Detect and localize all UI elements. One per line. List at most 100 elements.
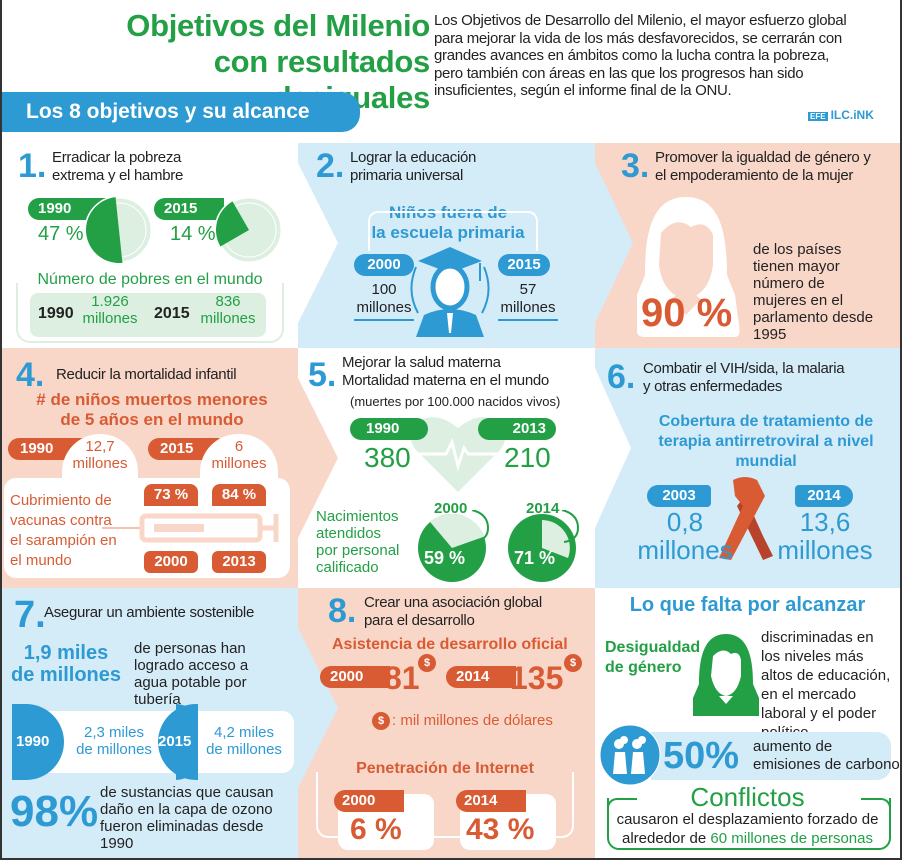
woman-icon [637, 197, 740, 337]
pct-value: 50% [663, 735, 740, 777]
graduate-icon [410, 247, 490, 337]
year-badge: 1990 [28, 198, 108, 220]
arrow-decoration [595, 163, 633, 323]
value: 2,3 miles de millones [76, 724, 152, 758]
goal-title: Crear una asociación global para el desar… [364, 594, 542, 629]
bracket [368, 211, 538, 251]
goal-title: Asegurar un ambiente sostenible [44, 604, 255, 621]
goal-title: Combatir el VIH/sida, la malaria y otras … [643, 360, 845, 395]
description: aumento de emisiones de carbono [753, 738, 900, 773]
value: 836 millones [200, 293, 256, 327]
efe-logo: EFE [808, 112, 828, 121]
value: 13,6 millones [777, 507, 873, 565]
description: de sustancias que causan daño en la capa… [100, 784, 274, 852]
pie-chart-icon [84, 195, 154, 265]
conflicts-title: Conflictos [690, 782, 805, 812]
value: 57 millones [498, 281, 558, 321]
goal-title: Reducir la mortalidad infantil [56, 366, 237, 383]
section-title: Asistencia de desarrollo oficial [332, 636, 568, 653]
pct-value: 98% [10, 787, 99, 836]
year-label: 2015 [158, 733, 192, 750]
legend-text: : mil millones de dólares [392, 712, 553, 729]
year-badge: 2014 [456, 790, 526, 812]
ribbon-icon [719, 477, 773, 560]
bracket [316, 772, 574, 838]
bracket-corner [861, 798, 891, 808]
year-label: 1990 [16, 733, 50, 750]
description: discriminadas en los niveles más altos d… [761, 629, 891, 741]
description: Nacimientos atendidos por personal calif… [316, 508, 400, 576]
gender-label: Desigualdad de género [605, 639, 701, 676]
goal-title: Mejorar la salud materna Mortalidad mater… [342, 354, 549, 389]
goal-number: 2. [316, 147, 345, 185]
big-value: 1,9 miles de millones [10, 642, 122, 686]
goal-title: Lograr la educación primaria universal [350, 149, 477, 184]
value: 1.926 millones [82, 293, 138, 327]
arrow-decoration [298, 378, 338, 538]
year-badge: 2014 [446, 666, 516, 688]
box-fill [30, 293, 266, 337]
woman-icon [693, 634, 759, 716]
goal-1-panel: 1. Erradicar la pobreza extrema y el hamb… [2, 143, 298, 348]
arrow-decoration [298, 163, 338, 323]
goal-number: 3. [621, 147, 650, 185]
year-badge: 2000 [144, 551, 198, 573]
pct-value: 6 % [350, 813, 402, 846]
description: causaron el desplazamiento forzado de al… [616, 811, 879, 847]
year-badge: 2000 [354, 254, 414, 276]
publisher-logo: EFE ILC.iNK [808, 108, 874, 122]
goal-number: 5. [308, 356, 337, 394]
value: 4,2 miles de millones [206, 724, 282, 758]
value: 100 millones [354, 281, 414, 321]
goal-number: 4. [16, 356, 45, 394]
goal-2-panel: 2. Lograr la educación primaria universal… [298, 143, 595, 348]
pct-value: 59 % [424, 548, 466, 568]
year-badge: 2000 [334, 790, 404, 812]
goal-3-panel: 3. Promover la igualdad de género y el em… [595, 143, 900, 348]
goal-8-panel: 8. Crear una asociación global para el de… [298, 588, 595, 858]
goal-title: Erradicar la pobreza extrema y el hambre [52, 149, 184, 184]
year-badge: 2003 [647, 485, 711, 507]
arrow-decoration [595, 368, 631, 528]
goal-7-panel: 7. Asegurar un ambiente sostenible 1,9 m… [2, 588, 298, 858]
dollar-icon: $ [372, 712, 390, 730]
pie-chart-icon [508, 510, 580, 582]
year-label: 2015 [154, 305, 190, 322]
description: Cubrimiento de vacunas contra el sarampi… [10, 492, 117, 569]
goal-title: Promover la igualdad de género y el empod… [655, 149, 871, 184]
pie-chart-icon [214, 195, 284, 265]
pct-badge: 84 % [212, 484, 266, 506]
title-line-1: Objetivos del Milenio [126, 8, 430, 43]
goal-5-panel: 5. Mejorar la salud materna Mortalidad ma… [298, 348, 595, 588]
pct-value: 90 % [641, 291, 733, 335]
subtitle-bar: Los 8 objetivos y su alcance [2, 92, 360, 132]
value: 380 [364, 442, 411, 473]
description: de personas han logrado acceso a agua po… [134, 640, 249, 708]
goal-number: 1. [18, 147, 47, 185]
box-outline [16, 283, 284, 343]
note: (muertes por 100.000 nacidos vivos) [350, 394, 561, 409]
goal-number: 8. [328, 592, 357, 630]
year-badge: 2000 [320, 666, 390, 688]
bracket [607, 798, 891, 850]
pct-badge: 73 % [144, 484, 198, 506]
value: 0,8 millones [637, 507, 733, 565]
ilc-logo: ILC.iNK [830, 108, 874, 122]
year-circle-half [176, 704, 198, 780]
goal-number: 7. [14, 594, 46, 636]
dollar-icon: $ [418, 654, 436, 672]
year-badge: 2013 [478, 418, 556, 440]
value: 12,7 millones [62, 434, 138, 478]
goal-6-panel: 6. Combatir el VIH/sida, la malaria y otr… [595, 348, 900, 588]
intro-text: Los Objetivos de Desarrollo del Milenio,… [434, 12, 847, 99]
section-title: # de niños muertos menores de 5 años en e… [36, 390, 268, 429]
syringe-icon [102, 513, 279, 543]
pct-value: 14 % [170, 223, 216, 245]
value: 210 [504, 442, 551, 473]
goal-number: 6. [607, 358, 636, 396]
year-badge: 2015 [154, 198, 224, 220]
box-title: Número de pobres en el mundo [37, 271, 263, 288]
section-title: Lo que falta por alcanzar [629, 594, 866, 616]
value: 135 [510, 660, 564, 696]
